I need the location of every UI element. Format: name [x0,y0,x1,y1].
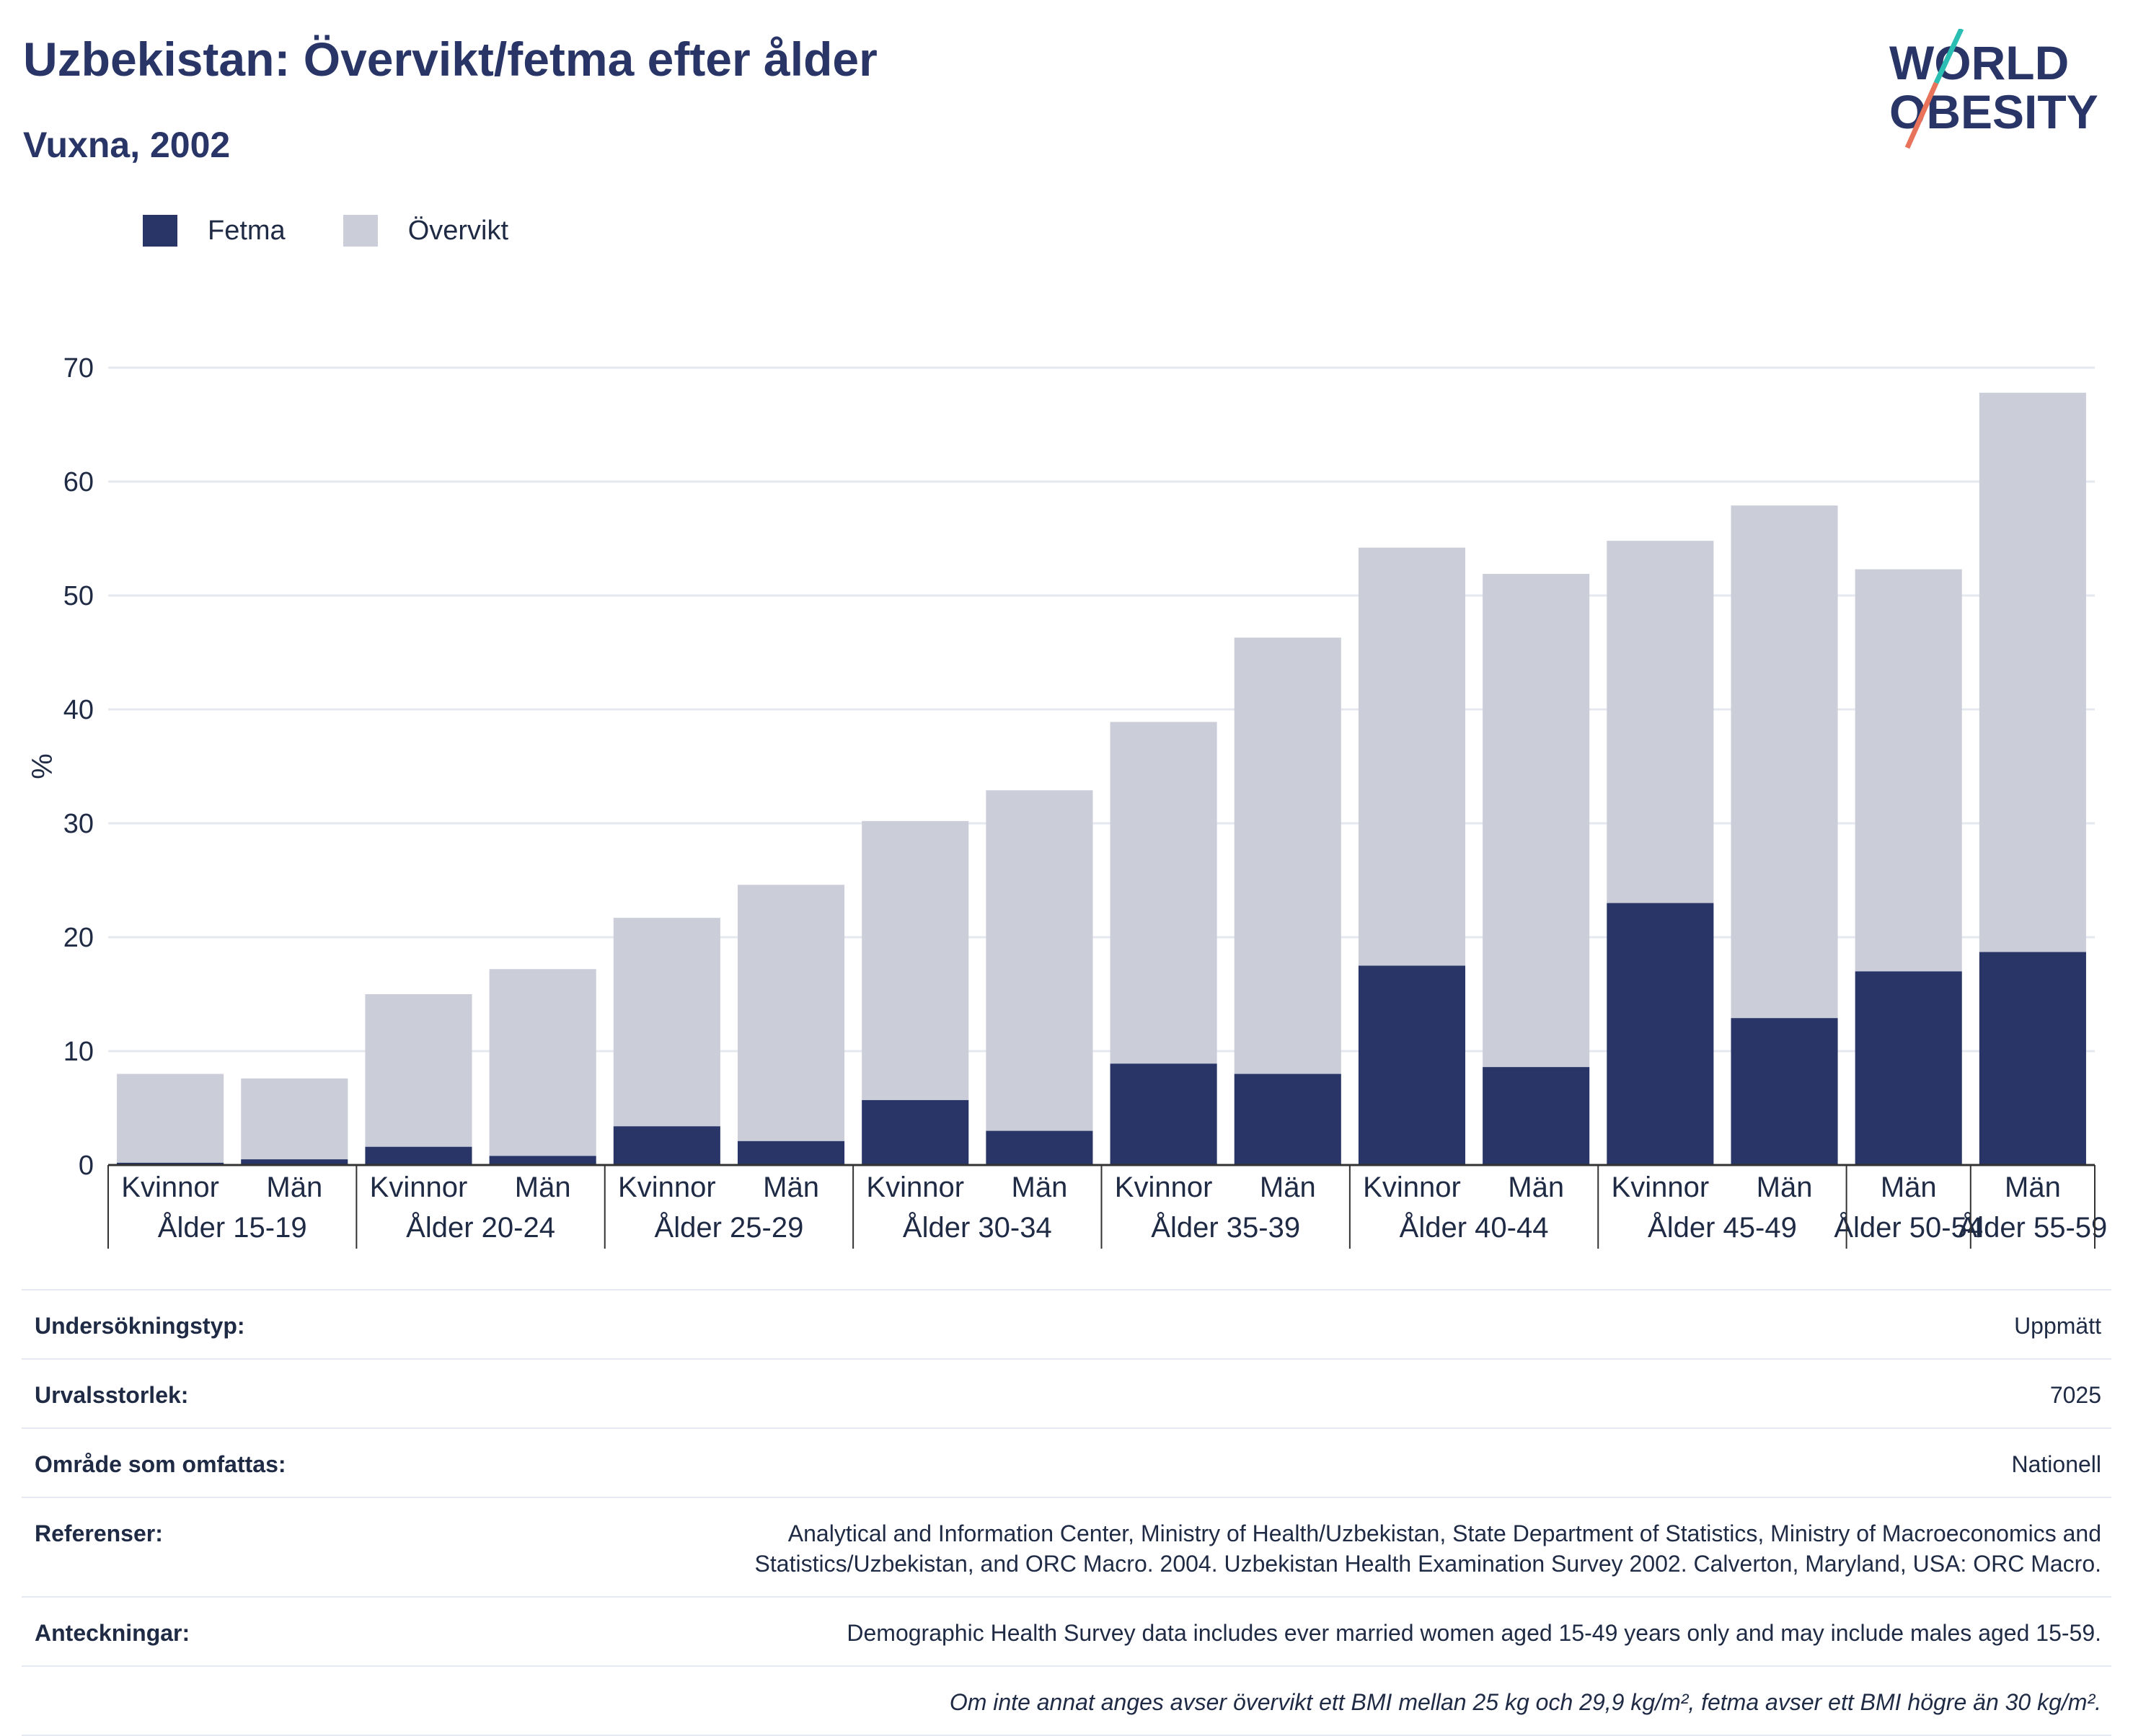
x-category-label: Män [1881,1172,1937,1203]
y-axis-label: % [27,753,58,779]
info-row-area: Område som omfattas: Nationell [22,1427,2111,1497]
bar-fetma [613,1126,720,1165]
info-value: Analytical and Information Center, Minis… [754,1520,2101,1577]
x-group-label: Ålder 45-49 [1648,1211,1797,1244]
x-category-label: Män [1508,1172,1564,1203]
bar-fetma [489,1156,596,1165]
legend-item-fetma[interactable]: Fetma [143,215,286,247]
legend-label: Övervikt [407,215,509,246]
bar-overvikt [1358,547,1466,966]
x-group-label: Ålder 15-19 [158,1211,307,1244]
bar-fetma [1358,965,1466,1165]
bar-overvikt [1731,505,1838,1019]
logo-slash-teal [1933,29,1964,84]
y-tick-label: 40 [63,695,94,725]
bar-overvikt [489,969,596,1156]
bar-overvikt [117,1073,224,1163]
bar-fetma [1234,1073,1341,1165]
x-category-label: Män [1260,1172,1316,1203]
x-group-label: Ålder 50-54 [1834,1211,1983,1244]
x-category-label: Män [1012,1172,1068,1203]
x-category-label: Kvinnor [121,1172,219,1203]
chart-title: Uzbekistan: Övervikt/fetma efter ålder [23,32,878,86]
bar-fetma [1483,1067,1590,1165]
legend-swatch-fetma [143,215,177,247]
y-tick-label: 20 [63,923,94,953]
x-category-label: Män [266,1172,322,1203]
y-tick-label: 30 [63,809,94,839]
chart-subtitle: Vuxna, 2002 [23,125,231,165]
bar-overvikt [862,820,969,1100]
x-group-label: Ålder 35-39 [1151,1211,1300,1244]
info-value: Demographic Health Survey data includes … [847,1620,2101,1646]
x-category-label: Kvinnor [1115,1172,1213,1203]
bar-fetma [1607,903,1714,1165]
bar-fetma [1979,952,2086,1165]
x-group-label: Ålder 55-59 [1958,1211,2108,1244]
info-label: Undersökningstyp: [35,1313,245,1339]
bar-overvikt [365,994,472,1147]
x-category-label: Män [2005,1172,2061,1203]
x-category-label: Kvinnor [1363,1172,1461,1203]
bar-overvikt [613,918,720,1127]
logo-text-world: WORLD [1889,36,2069,89]
bar-overvikt [1607,541,1714,903]
info-label: Referenser: [35,1520,163,1546]
legend-label: Fetma [208,215,286,246]
x-category-label: Män [1757,1172,1813,1203]
x-category-label: Kvinnor [866,1172,964,1203]
y-tick-label: 10 [63,1037,94,1067]
bar-fetma [117,1162,224,1165]
info-value: Uppmätt [2014,1313,2101,1339]
y-tick-label: 50 [63,581,94,611]
footnote: Om inte annat anges avser övervikt ett B… [949,1689,2101,1715]
bar-overvikt [241,1078,348,1160]
x-group-label: Ålder 30-34 [903,1211,1052,1244]
logo-slash-coral [1904,81,1939,149]
y-tick-label: 70 [63,353,94,384]
x-category-label: Kvinnor [618,1172,716,1203]
bar-fetma [862,1099,969,1165]
bar-fetma [365,1146,472,1165]
x-category-label: Kvinnor [1612,1172,1710,1203]
y-tick-label: 0 [79,1151,94,1181]
bar-overvikt [1483,573,1590,1068]
x-group-label: Ålder 20-24 [406,1211,555,1244]
bar-fetma [1855,971,1962,1165]
info-value: Nationell [2011,1451,2101,1477]
bar-overvikt [1979,392,2086,952]
info-value: 7025 [2049,1382,2101,1408]
info-row-notes: Anteckningar: Demographic Health Survey … [22,1596,2111,1665]
x-category-label: Män [515,1172,571,1203]
info-label: Urvalsstorlek: [35,1382,189,1408]
y-tick-label: 60 [63,467,94,497]
info-row-survey-type: Undersökningstyp: Uppmätt [22,1289,2111,1358]
world-obesity-logo: WORLD OBESITY [1889,29,2098,149]
x-group-label: Ålder 40-44 [1400,1211,1549,1244]
bar-overvikt [737,885,845,1141]
legend: Fetma Övervikt [143,215,566,247]
info-row-sample-size: Urvalsstorlek: 7025 [22,1358,2111,1427]
info-row-footnote: Om inte annat anges avser övervikt ett B… [22,1665,2111,1736]
bar-fetma [986,1130,1093,1165]
bar-chart: 0 10 20 30 40 50 60 70% Kvinnor Män Kvinnor Män Kvin… [27,353,2108,1249]
info-label: Område som omfattas: [35,1451,286,1477]
bar-fetma [1731,1018,1838,1165]
bar-fetma [1110,1063,1217,1165]
legend-swatch-overvikt [343,215,378,247]
info-row-references: Referenser: Analytical and Information C… [22,1497,2111,1596]
info-label: Anteckningar: [35,1620,190,1646]
x-category-label: Män [763,1172,819,1203]
bar-overvikt [986,790,1093,1131]
bar-fetma [737,1141,845,1165]
legend-item-overvikt[interactable]: Övervikt [343,215,508,247]
bar-overvikt [1110,722,1217,1064]
bar-fetma [241,1159,348,1165]
bar-overvikt [1855,569,1962,972]
x-category-label: Kvinnor [370,1172,468,1203]
bar-overvikt [1234,637,1341,1074]
x-group-label: Ålder 25-29 [655,1211,804,1244]
info-table: Undersökningstyp: Uppmätt Urvalsstorlek:… [22,1289,2111,1736]
